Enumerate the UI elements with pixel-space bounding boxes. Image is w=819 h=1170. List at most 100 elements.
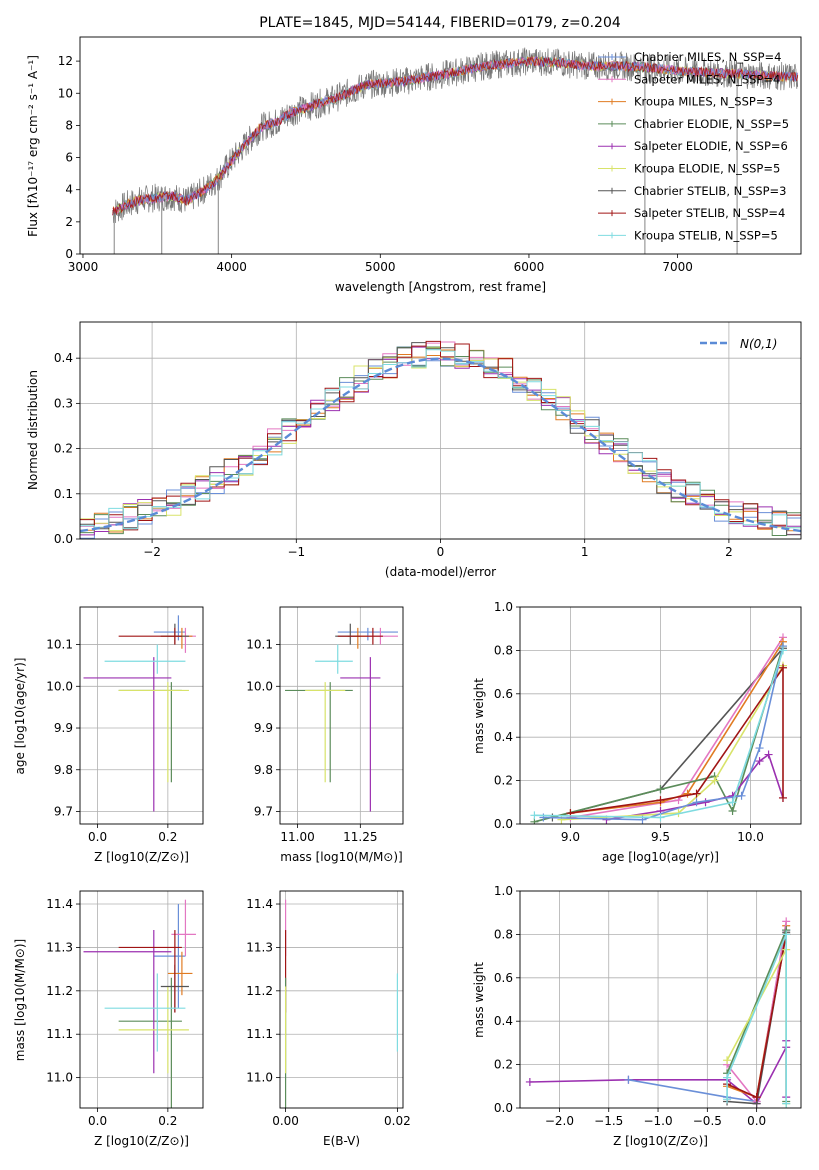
x-tick-label: 4000 (216, 260, 247, 274)
errorbar-point (335, 623, 361, 645)
data-point-marker (755, 757, 764, 766)
y-tick-label: 11.3 (46, 940, 73, 954)
y-tick-label: 10.1 (246, 638, 273, 652)
x-axis-label: E(B-V) (323, 1134, 360, 1148)
x-tick-label: 3000 (68, 260, 99, 274)
histogram-series (80, 346, 801, 536)
mass-weight-line (534, 645, 784, 823)
x-tick-label: 0.0 (747, 1114, 766, 1128)
mass-weight-line (543, 645, 784, 821)
errorbar-point (118, 977, 182, 1108)
y-axis-label: mass weight (472, 678, 486, 754)
y-tick-label: 0.3 (54, 396, 73, 410)
y-tick-label: 0.0 (494, 1101, 513, 1115)
model-spectrum-line (112, 56, 799, 214)
legend-label: Chabrier STELIB, N_SSP=3 (634, 184, 786, 198)
y-tick-label: 11.1 (46, 1027, 73, 1041)
y-tick-label: 9.9 (254, 721, 273, 735)
plot-area (112, 47, 799, 254)
legend-label: Chabrier ELODIE, N_SSP=5 (634, 117, 789, 131)
x-tick-label: 0.2 (158, 830, 177, 844)
y-tick-label: 11.1 (246, 1027, 273, 1041)
data-point-marker (692, 798, 701, 807)
y-tick-label: 8 (65, 118, 73, 132)
data-point-marker (723, 1056, 732, 1065)
legend-label: Kroupa ELODIE, N_SSP=5 (634, 162, 780, 176)
x-tick-label: 11.00 (280, 830, 314, 844)
y-tick-label: 6 (65, 151, 73, 165)
grid-lines (80, 607, 203, 824)
plot-area (80, 340, 801, 539)
y-tick-label: 10.1 (46, 638, 73, 652)
data-point-marker (723, 1073, 732, 1082)
errorbar-point (337, 627, 398, 641)
plot-panel-3: 0.0 0.2 9.7 9.8 9.9 10.0 10.1 Z [log10(Z/Z⊙)] ag… (13, 606, 204, 864)
errorbar-point (340, 657, 381, 812)
y-tick-label: 0.2 (494, 1058, 513, 1072)
axes-frame (79, 606, 204, 825)
y-axis-label: mass [log10(M/M⊙)] (13, 939, 27, 1061)
errorbar-point (160, 627, 193, 649)
x-tick-label: 0.00 (272, 1114, 299, 1128)
grid-lines (280, 891, 403, 1108)
y-tick-label: 9.8 (254, 763, 273, 777)
x-tick-label: 11.25 (343, 830, 377, 844)
data-point-marker (656, 813, 665, 822)
errorbar-point (118, 627, 182, 645)
data-point-marker (656, 796, 665, 805)
plot-panel-5: 9.0 9.5 10.0 0.0 0.2 0.4 0.6 0.8 1.0 age [log10(a… (472, 600, 802, 864)
data-point-marker (755, 744, 764, 753)
errorbar-point (104, 973, 186, 1052)
data-point-marker (710, 776, 719, 785)
x-axis-label: mass [log10(M/M⊙)] (280, 850, 402, 864)
y-axis-label: age [log10(age/yr)] (13, 658, 27, 775)
data-point-marker (692, 789, 701, 798)
y-tick-label: 0 (65, 247, 73, 261)
grid-lines (80, 891, 203, 1108)
mass-weight-line (552, 647, 784, 819)
x-tick-label: −1.5 (594, 1114, 623, 1128)
legend-label: N(0,1) (740, 337, 777, 351)
y-tick-label: 0.4 (494, 1014, 513, 1028)
legend: N(0,1) (700, 337, 777, 351)
y-tick-label: 11.4 (46, 897, 73, 911)
mass-weight-line (570, 636, 784, 819)
errorbar-point (118, 986, 189, 1074)
plot-area (83, 899, 196, 1108)
y-tick-label: 9.7 (254, 804, 273, 818)
legend-label: Salpeter STELIB, N_SSP=4 (634, 206, 785, 220)
errorbar-point (337, 627, 383, 645)
y-axis-label: Normed distribution (26, 370, 40, 490)
y-tick-label: 10.0 (46, 679, 73, 693)
data-point-marker (778, 646, 787, 655)
x-axis-label: wavelength [Angstrom, rest frame] (335, 280, 546, 294)
plot-panel-2: −2 −1 0 1 2 0.0 0.1 0.2 0.3 0.4 (data-model)/error… (26, 321, 802, 579)
x-tick-label: 1 (581, 545, 589, 559)
y-tick-label: 1.0 (494, 884, 513, 898)
errorbar-point (118, 930, 182, 1013)
plot-panel-1: 3000 4000 5000 6000 7000 0 2 4 6 8 10 12 wavelength … (26, 15, 802, 294)
x-axis-label: Z [log10(Z/Z⊙)] (94, 850, 189, 864)
y-tick-label: 0.8 (494, 643, 513, 657)
plot-panel-4: 11.00 11.25 9.7 9.8 9.9 10.0 10.1 mass [log10(M… (246, 606, 404, 864)
data-point-marker (737, 791, 746, 800)
x-tick-label: −1.0 (643, 1114, 672, 1128)
x-tick-label: 7000 (662, 260, 693, 274)
data-point-marker (525, 1077, 534, 1086)
histogram-series (80, 340, 801, 531)
y-tick-label: 0.2 (494, 774, 513, 788)
axes-frame (79, 36, 802, 255)
errorbar-point (118, 682, 189, 783)
data-point-marker (530, 811, 539, 820)
y-tick-label: 0.4 (54, 351, 73, 365)
data-point-marker (728, 806, 737, 815)
plot-panel-6: 0.0 0.2 11.0 11.1 11.2 11.3 11.4 Z [log10(Z/Z⊙)… (13, 890, 204, 1148)
x-tick-label: 0 (437, 545, 445, 559)
errorbar-point (285, 682, 353, 783)
data-point-marker (782, 1099, 791, 1108)
x-tick-label: −1 (287, 545, 305, 559)
data-point-marker (656, 785, 665, 794)
errorbar-point (153, 904, 186, 1009)
y-tick-label: 0.8 (494, 927, 513, 941)
